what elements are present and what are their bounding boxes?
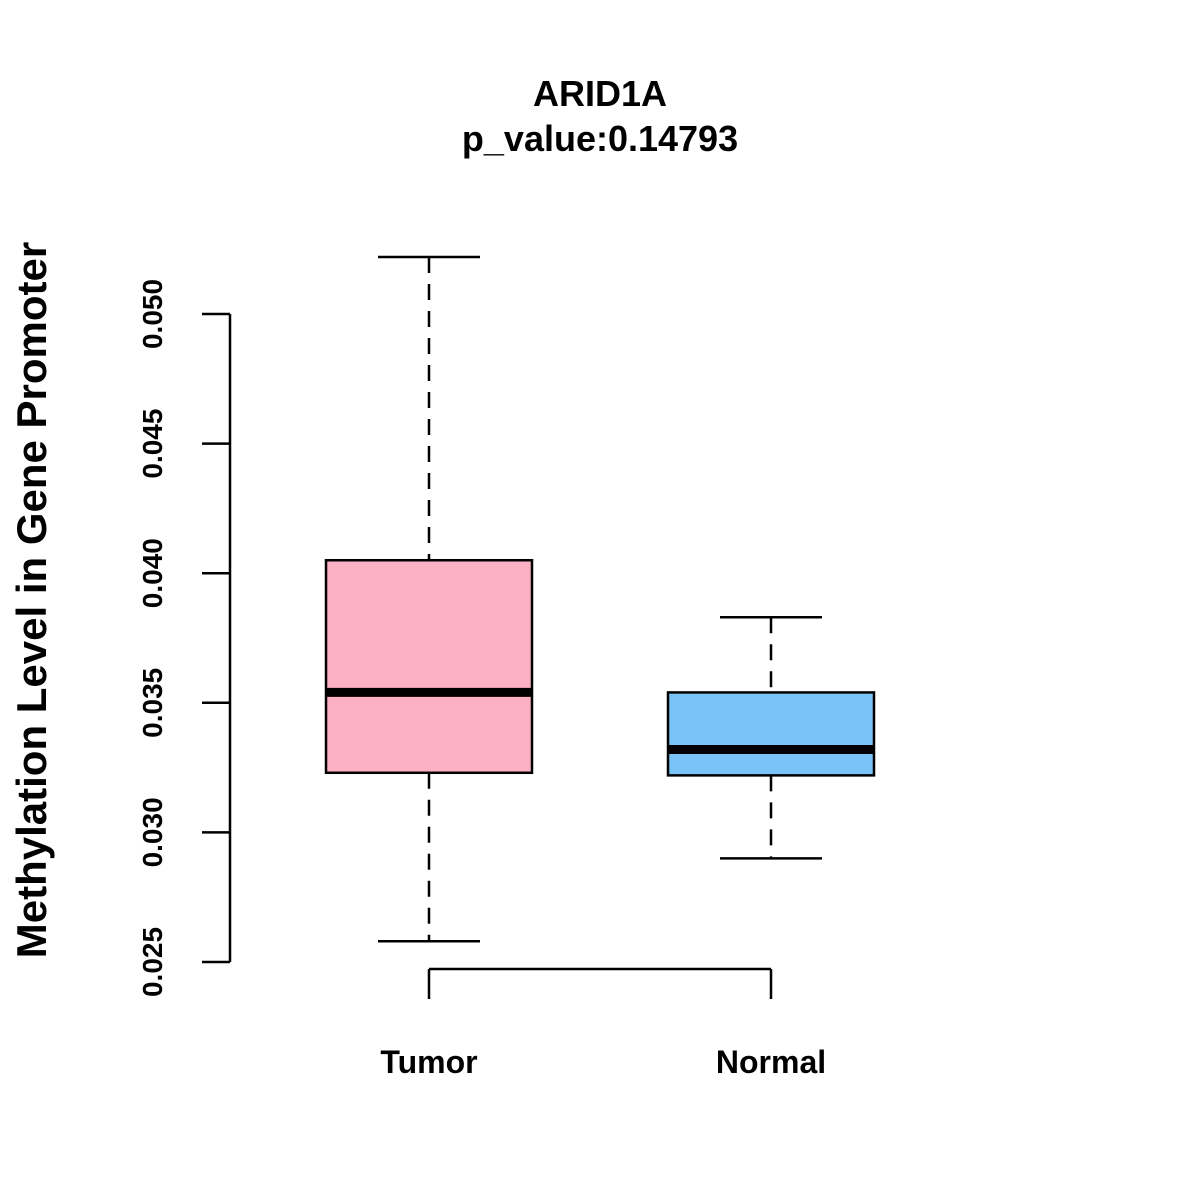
box-normal — [666, 616, 876, 860]
y-axis: 0.025 0.030 0.035 0.040 0.045 0.050 — [137, 279, 232, 997]
y-axis-label: Methylation Level in Gene Promoter — [8, 242, 55, 958]
x-tick-label-normal: Normal — [716, 1044, 826, 1080]
chart-title: ARID1A — [533, 73, 667, 114]
normal-box — [666, 691, 876, 777]
y-tick-label-0.045: 0.045 — [137, 409, 168, 479]
boxes-group — [324, 255, 876, 943]
y-tick-label-0.050: 0.050 — [137, 279, 168, 349]
chart-subtitle: p_value:0.14793 — [462, 118, 738, 159]
y-tick-label-0.030: 0.030 — [137, 797, 168, 867]
x-tick-label-tumor: Tumor — [380, 1044, 477, 1080]
y-tick-label-0.040: 0.040 — [137, 538, 168, 608]
y-tick-label-0.035: 0.035 — [137, 668, 168, 738]
x-axis: Tumor Normal — [380, 967, 826, 1080]
box-tumor — [324, 255, 534, 943]
y-tick-label-0.025: 0.025 — [137, 927, 168, 997]
tumor-box — [324, 558, 534, 775]
